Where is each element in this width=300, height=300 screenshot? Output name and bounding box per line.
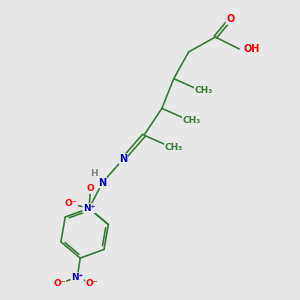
Text: CH₃: CH₃	[194, 86, 213, 95]
Text: O⁻: O⁻	[65, 199, 77, 208]
Text: N: N	[98, 178, 106, 188]
Text: OH: OH	[244, 44, 260, 54]
Text: N⁺: N⁺	[83, 204, 95, 213]
Text: O⁻: O⁻	[86, 279, 98, 288]
Text: CH₃: CH₃	[165, 142, 183, 152]
Text: H: H	[90, 169, 97, 178]
Text: O⁻: O⁻	[53, 279, 66, 288]
Text: O: O	[226, 14, 234, 24]
Text: N⁺: N⁺	[71, 273, 83, 282]
Text: CH₃: CH₃	[182, 116, 201, 125]
Text: O: O	[87, 184, 94, 194]
Text: N: N	[119, 154, 127, 164]
